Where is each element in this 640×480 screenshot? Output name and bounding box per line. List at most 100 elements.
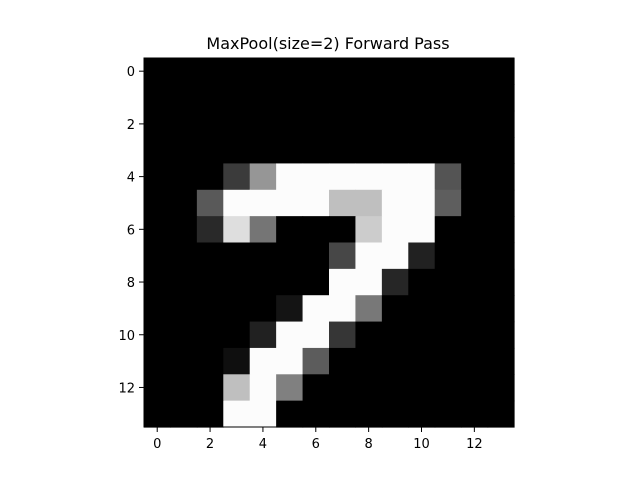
heatmap-cell [249,374,277,402]
heatmap-cell [144,295,172,323]
heatmap-cell [408,295,436,323]
heatmap-cell [144,321,172,349]
heatmap-cell [223,84,251,112]
heatmap-cell [249,84,277,112]
heatmap-cell [249,242,277,270]
heatmap-cell [408,242,436,270]
heatmap-cell [461,347,489,375]
heatmap-cell [408,347,436,375]
heatmap-cell [223,137,251,165]
heatmap-cell [170,374,198,402]
heatmap-cell [144,216,172,244]
heatmap-cell [487,189,515,217]
heatmap-cell [329,400,357,428]
heatmap-cell [487,295,515,323]
heatmap-cell [144,110,172,138]
heatmap-cell [329,374,357,402]
heatmap-cell [144,189,172,217]
heatmap-cell [302,216,330,244]
heatmap-cell [276,242,304,270]
heatmap-cell [276,110,304,138]
heatmap-cell [249,58,277,85]
heatmap-cell [355,163,383,191]
heatmap-cell [329,321,357,349]
heatmap-cell [408,321,436,349]
heatmap-cell [487,58,515,85]
heatmap-cell [302,374,330,402]
heatmap-cell [408,374,436,402]
heatmap-cell [170,189,198,217]
heatmap-cell [170,84,198,112]
heatmap-cell [276,137,304,165]
heatmap-cell [223,374,251,402]
heatmap-cell [461,321,489,349]
heatmap-cell [381,137,409,165]
heatmap-cell [196,347,224,375]
y-axis: 0 2 4 6 8 10 12 [118,65,144,396]
heatmap-cell [196,400,224,428]
heatmap-cell [144,347,172,375]
heatmap-cell [329,58,357,85]
heatmap-cell [355,295,383,323]
heatmap-cell [487,84,515,112]
x-tick-label: 2 [206,437,214,452]
heatmap-cell [434,137,462,165]
x-tick-label: 10 [413,437,430,452]
y-tick-label: 12 [118,381,135,396]
heatmap-cell [170,163,198,191]
heatmap-cell [223,321,251,349]
heatmap-cell [302,268,330,296]
heatmap-cell [196,84,224,112]
y-tick-label: 4 [127,171,135,186]
heatmap-cell [223,189,251,217]
heatmap-cell [144,374,172,402]
heatmap-cell [381,374,409,402]
heatmap-cell [434,58,462,85]
heatmap-cell [249,189,277,217]
heatmap-cell [249,321,277,349]
heatmap-cell [408,189,436,217]
heatmap-cell [461,374,489,402]
heatmap-cell [170,295,198,323]
heatmap-cell [196,268,224,296]
heatmap-cell [249,400,277,428]
heatmap-cell [355,84,383,112]
heatmap-cell [461,242,489,270]
heatmap-cell [223,163,251,191]
heatmap-cell [461,110,489,138]
heatmap-cell [170,58,198,85]
heatmap-cell [223,295,251,323]
heatmap-cell [196,137,224,165]
heatmap-cell [461,163,489,191]
heatmap-cell [434,84,462,112]
heatmap-cell [144,137,172,165]
heatmap-cell [408,400,436,428]
heatmap-cell [355,400,383,428]
heatmap-cell [408,58,436,85]
heatmap-cell [434,268,462,296]
heatmap-cell [144,268,172,296]
heatmap-cell [408,268,436,296]
heatmap-cell [302,84,330,112]
heatmap-cell [434,163,462,191]
heatmap-cell [461,137,489,165]
heatmap-cell [276,347,304,375]
heatmap-cell [381,400,409,428]
heatmap-cell [355,347,383,375]
heatmap-cell [487,321,515,349]
heatmap-cell [196,216,224,244]
heatmap-cell [223,400,251,428]
heatmap-cell [434,295,462,323]
heatmap-cell [170,137,198,165]
heatmap-cell [487,268,515,296]
heatmap-cell [355,189,383,217]
heatmap-cell [302,163,330,191]
heatmap-cells [144,58,515,428]
heatmap-cell [408,216,436,244]
heatmap-cell [144,84,172,112]
x-axis: 0 2 4 6 8 10 12 [153,427,483,452]
heatmap-cell [355,321,383,349]
heatmap-cell [170,400,198,428]
heatmap-cell [355,137,383,165]
heatmap-cell [276,163,304,191]
